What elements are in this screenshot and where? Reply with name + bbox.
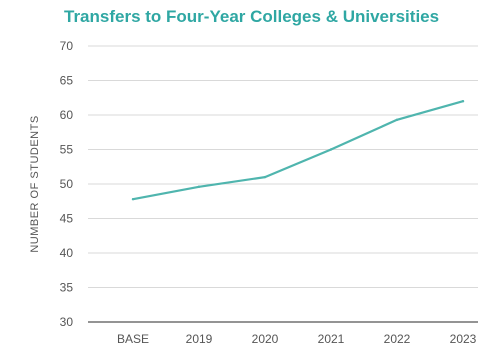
x-tick-label: 2023	[450, 332, 477, 346]
x-tick-label: 2019	[186, 332, 213, 346]
y-tick-label: 60	[60, 108, 74, 122]
x-tick-labels: BASE 2019 2020 2021 2022 2023	[117, 332, 477, 346]
x-tick-label: 2020	[252, 332, 279, 346]
chart-title: Transfers to Four-Year Colleges & Univer…	[64, 7, 439, 26]
data-point	[329, 148, 333, 151]
y-tick-label: 45	[60, 212, 74, 226]
data-point	[395, 118, 399, 122]
gridlines	[88, 45, 478, 323]
x-tick-label: 2022	[384, 332, 411, 346]
y-tick-label: 40	[60, 246, 74, 260]
y-tick-labels: 30 35 40 45 50 55 60 65 70	[60, 39, 74, 329]
data-point	[197, 185, 201, 188]
data-point	[131, 197, 135, 201]
data-point	[263, 175, 267, 179]
data-point	[461, 100, 465, 103]
x-tick-label: BASE	[117, 332, 149, 346]
y-tick-label: 30	[60, 315, 74, 329]
x-tick-label: 2021	[318, 332, 345, 346]
y-tick-label: 55	[60, 143, 74, 157]
y-tick-label: 70	[60, 39, 74, 53]
y-tick-label: 65	[60, 74, 74, 88]
series-line	[131, 100, 465, 201]
series-layer	[131, 100, 465, 201]
y-tick-label: 50	[60, 177, 74, 191]
y-tick-label: 35	[60, 281, 74, 295]
y-axis-label: NUMBER OF STUDENTS	[29, 115, 41, 252]
